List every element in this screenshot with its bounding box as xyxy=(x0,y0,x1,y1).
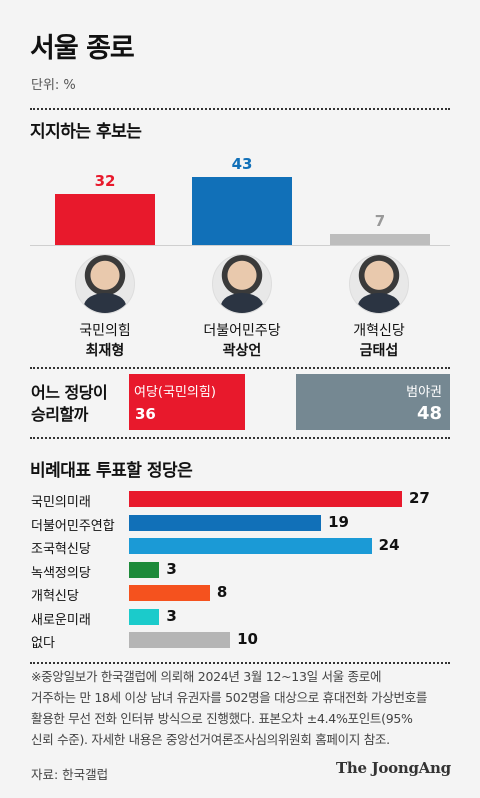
win-value-opposition: 48 xyxy=(416,403,442,424)
candidate-photo-keum xyxy=(349,254,409,314)
divider xyxy=(30,662,450,664)
divider xyxy=(30,108,450,110)
pr-value: 24 xyxy=(378,536,400,554)
survey-note-line-2: 거주하는 만 18세 이상 남녀 유권자를 502명을 대상으로 휴대전화 가상… xyxy=(31,690,428,705)
pr-bar xyxy=(129,561,160,578)
pr-value: 19 xyxy=(328,512,349,531)
win-question-line-2: 승리할까 xyxy=(31,405,88,424)
win-bar-ruling xyxy=(129,374,245,430)
survey-note-line-3: 활용한 무선 전화 인터뷰 방식으로 진행했다. 표본오차 ±4.4%포인트(9… xyxy=(31,711,413,726)
win-label-opposition: 범야권 xyxy=(406,385,442,400)
pr-bar xyxy=(129,608,160,625)
candidate-bar-choi xyxy=(55,194,155,245)
candidate-section-title: 지지하는 후보는 xyxy=(30,122,142,142)
win-bar-gap xyxy=(244,374,296,430)
pr-bar xyxy=(129,585,210,601)
pr-label: 국민의미래 xyxy=(31,495,91,510)
win-bar-opposition xyxy=(295,374,450,430)
candidate-bar-keum xyxy=(330,233,430,245)
divider xyxy=(30,367,450,369)
pr-label: 조국혁신당 xyxy=(31,542,91,557)
pr-label: 없다 xyxy=(31,636,55,651)
pr-bar xyxy=(129,514,322,531)
pr-bar xyxy=(129,491,402,507)
pr-label: 개혁신당 xyxy=(31,589,79,604)
divider xyxy=(30,437,450,439)
candidate-value-kwak: 43 xyxy=(231,155,253,173)
win-value-ruling: 36 xyxy=(135,405,156,423)
candidate-party-keum: 개혁신당 xyxy=(353,323,405,339)
candidate-party-choi: 국민의힘 xyxy=(79,323,131,339)
candidate-value-choi: 32 xyxy=(94,172,116,191)
pr-value: 8 xyxy=(216,583,228,601)
survey-note-line-1: ※중앙일보가 한국갤럽에 의뢰해 2024년 3월 12~13일 서울 종로에 xyxy=(31,669,382,684)
win-question-line-1: 어느 정당이 xyxy=(31,383,108,402)
pr-label: 녹색정의당 xyxy=(31,565,91,581)
brand-logo: The JoongAng xyxy=(336,759,451,777)
source-label: 자료: 한국갤럽 xyxy=(31,767,109,782)
pr-label: 새로운미래 xyxy=(31,612,91,628)
pr-value: 10 xyxy=(237,630,258,648)
page-title: 서울 종로 xyxy=(30,33,135,64)
chart-baseline xyxy=(30,245,450,246)
pr-bar xyxy=(129,632,231,648)
pr-value: 3 xyxy=(166,559,177,578)
pr-value: 27 xyxy=(409,489,430,507)
candidate-name-keum: 금태섭 xyxy=(359,343,399,359)
pr-value: 3 xyxy=(166,606,177,625)
candidate-photo-choi xyxy=(75,254,135,314)
pr-label: 더불어민주연합 xyxy=(31,518,115,534)
pr-section-title: 비례대표 투표할 정당은 xyxy=(30,461,193,481)
candidate-value-keum: 7 xyxy=(374,211,386,230)
survey-note-line-4: 신뢰 수준). 자세한 내용은 중앙선거여론조사심의위원회 홈페이지 참조. xyxy=(31,732,390,747)
candidate-party-kwak: 더불어민주당 xyxy=(203,323,281,339)
pr-bar xyxy=(129,538,372,554)
candidate-name-choi: 최재형 xyxy=(85,343,125,359)
candidate-bar-kwak xyxy=(192,177,292,245)
unit-label: 단위: % xyxy=(31,78,76,93)
candidate-photo-kwak xyxy=(212,254,272,314)
candidate-name-kwak: 곽상언 xyxy=(222,343,262,359)
win-label-ruling: 여당(국민의힘) xyxy=(134,385,216,400)
